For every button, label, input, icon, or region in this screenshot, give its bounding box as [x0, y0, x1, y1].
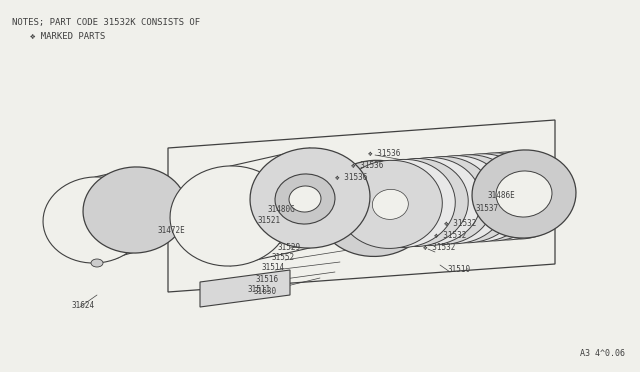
Ellipse shape	[427, 177, 483, 223]
Ellipse shape	[476, 182, 512, 212]
Ellipse shape	[377, 157, 481, 246]
Ellipse shape	[43, 177, 147, 263]
Ellipse shape	[351, 159, 455, 247]
Ellipse shape	[479, 173, 535, 219]
Ellipse shape	[372, 189, 408, 219]
Ellipse shape	[401, 179, 457, 225]
Ellipse shape	[502, 180, 538, 210]
Text: NOTES; PART CODE 31532K CONSISTS OF: NOTES; PART CODE 31532K CONSISTS OF	[12, 18, 200, 27]
Ellipse shape	[468, 151, 572, 239]
Ellipse shape	[170, 166, 290, 266]
Polygon shape	[200, 270, 290, 307]
Ellipse shape	[83, 167, 187, 253]
Text: 31480G: 31480G	[268, 205, 296, 214]
Text: ❖ 31536: ❖ 31536	[368, 148, 401, 157]
Ellipse shape	[375, 180, 431, 227]
Ellipse shape	[455, 152, 559, 240]
Ellipse shape	[453, 175, 509, 221]
Text: 31514: 31514	[262, 263, 285, 273]
Text: A3 4^0.06: A3 4^0.06	[580, 349, 625, 358]
Ellipse shape	[472, 150, 576, 238]
Ellipse shape	[403, 155, 507, 244]
Text: 31511: 31511	[248, 285, 271, 294]
Text: 31486E: 31486E	[487, 190, 515, 199]
Ellipse shape	[390, 157, 494, 245]
Ellipse shape	[353, 190, 397, 227]
Text: ❖ 31532: ❖ 31532	[444, 218, 476, 228]
Text: ❖ MARKED PARTS: ❖ MARKED PARTS	[30, 32, 105, 41]
Text: 31472E: 31472E	[158, 225, 186, 234]
Ellipse shape	[398, 187, 435, 218]
Text: ❖ 31536: ❖ 31536	[335, 173, 367, 182]
Ellipse shape	[442, 153, 546, 241]
Ellipse shape	[91, 259, 103, 267]
Ellipse shape	[250, 148, 370, 248]
Text: 31516: 31516	[256, 275, 279, 283]
Ellipse shape	[450, 184, 486, 214]
Text: 31552: 31552	[272, 253, 295, 263]
Ellipse shape	[337, 176, 413, 240]
Ellipse shape	[429, 154, 533, 242]
Ellipse shape	[424, 186, 460, 216]
Ellipse shape	[275, 174, 335, 224]
Ellipse shape	[364, 158, 468, 247]
Ellipse shape	[289, 186, 321, 212]
Text: ❖ 31532: ❖ 31532	[423, 243, 456, 251]
Ellipse shape	[339, 160, 442, 248]
Text: 31510: 31510	[447, 266, 470, 275]
Ellipse shape	[496, 171, 552, 217]
Text: 31521: 31521	[258, 215, 281, 224]
Text: 31529: 31529	[278, 243, 301, 251]
Ellipse shape	[317, 160, 433, 256]
Text: 31630: 31630	[253, 288, 276, 296]
Ellipse shape	[416, 155, 520, 243]
Text: 31624: 31624	[72, 301, 95, 310]
Text: 31537: 31537	[475, 203, 498, 212]
Text: ❖ 31532: ❖ 31532	[434, 231, 467, 240]
Text: ❖ 31536: ❖ 31536	[351, 160, 383, 170]
